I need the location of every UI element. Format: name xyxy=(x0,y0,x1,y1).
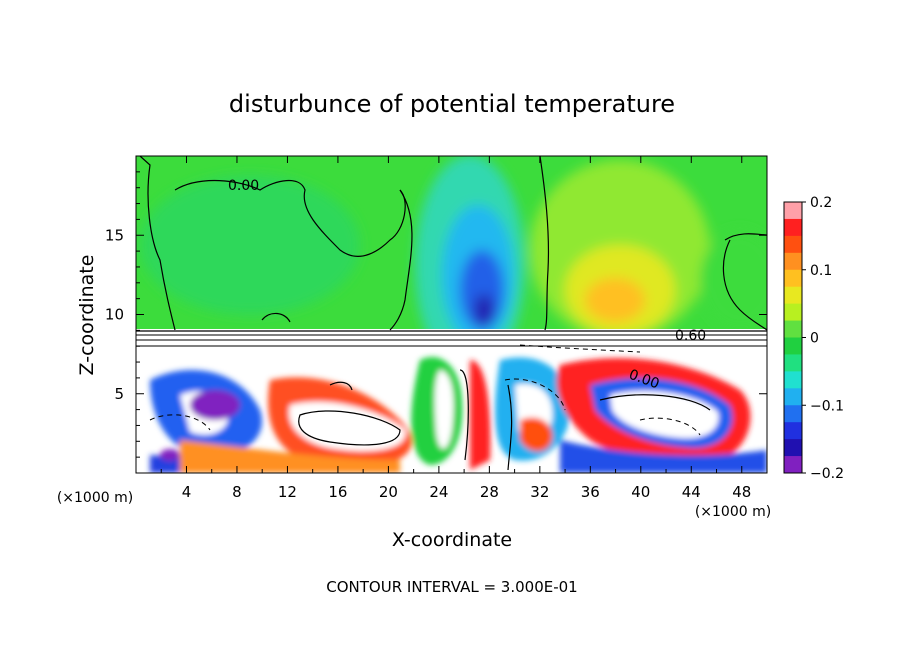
x-tick-label: 32 xyxy=(530,483,549,501)
x-axis-ticks: 4 8 12 16 20 24 28 32 36 40 44 48 xyxy=(160,156,751,501)
y-tick-label: 10 xyxy=(105,306,124,324)
colorbar-swatch xyxy=(784,252,802,271)
x-tick-label: 4 xyxy=(182,483,192,501)
y-axis-ticks: 5 10 15 xyxy=(105,171,767,458)
colorbar xyxy=(784,202,802,474)
x-tick-label: 20 xyxy=(379,483,398,501)
y-tick-label: 5 xyxy=(114,385,124,403)
colorbar-swatch xyxy=(784,235,802,254)
colorbar-tick-label: −0.1 xyxy=(810,398,844,414)
colorbar-ticks: 0.2 0.1 0 −0.1 −0.2 xyxy=(802,195,844,482)
x-tick-label: 16 xyxy=(328,483,347,501)
colorbar-tick-label: 0 xyxy=(810,331,819,347)
x-tick-label: 40 xyxy=(631,483,650,501)
plot-area: 0.00 0.60 0.00 xyxy=(136,156,767,473)
colorbar-swatch xyxy=(784,388,802,406)
colorbar-tick-label: 0.2 xyxy=(810,195,832,211)
colorbar-swatch xyxy=(784,286,802,305)
contour-label-band: 0.60 xyxy=(675,328,706,344)
colorbar-tick-label: −0.2 xyxy=(810,466,844,482)
colorbar-swatch xyxy=(784,320,802,338)
colorbar-swatch xyxy=(784,354,802,372)
y-tick-label: 15 xyxy=(105,226,124,244)
colorbar-swatch xyxy=(784,337,802,355)
colorbar-swatch xyxy=(784,371,802,389)
colorbar-swatch xyxy=(784,218,802,237)
contour-interval-note: CONTOUR INTERVAL = 3.000E-01 xyxy=(326,578,577,596)
y-unit-label: (×1000 m) xyxy=(57,490,133,506)
colorbar-swatch xyxy=(784,269,802,288)
x-tick-label: 12 xyxy=(278,483,297,501)
colorbar-swatch xyxy=(784,456,802,474)
x-tick-label: 8 xyxy=(232,483,242,501)
x-tick-label: 36 xyxy=(581,483,600,501)
x-tick-label: 24 xyxy=(429,483,448,501)
colorbar-tick-label: 0.1 xyxy=(810,263,832,279)
x-unit-label: (×1000 m) xyxy=(695,504,771,520)
x-axis-title: X-coordinate xyxy=(392,529,512,551)
colorbar-swatch xyxy=(784,422,802,440)
chart-title: disturbunce of potential temperature xyxy=(229,90,675,118)
x-tick-label: 48 xyxy=(732,483,751,501)
colorbar-swatch xyxy=(784,439,802,457)
y-axis-title: Z-coordinate xyxy=(76,255,98,376)
contour-label-upper: 0.00 xyxy=(228,178,259,194)
colorbar-swatch xyxy=(784,303,802,322)
colorbar-swatch xyxy=(784,405,802,423)
x-tick-label: 44 xyxy=(682,483,701,501)
colorbar-swatch xyxy=(784,202,802,220)
x-tick-label: 28 xyxy=(480,483,499,501)
